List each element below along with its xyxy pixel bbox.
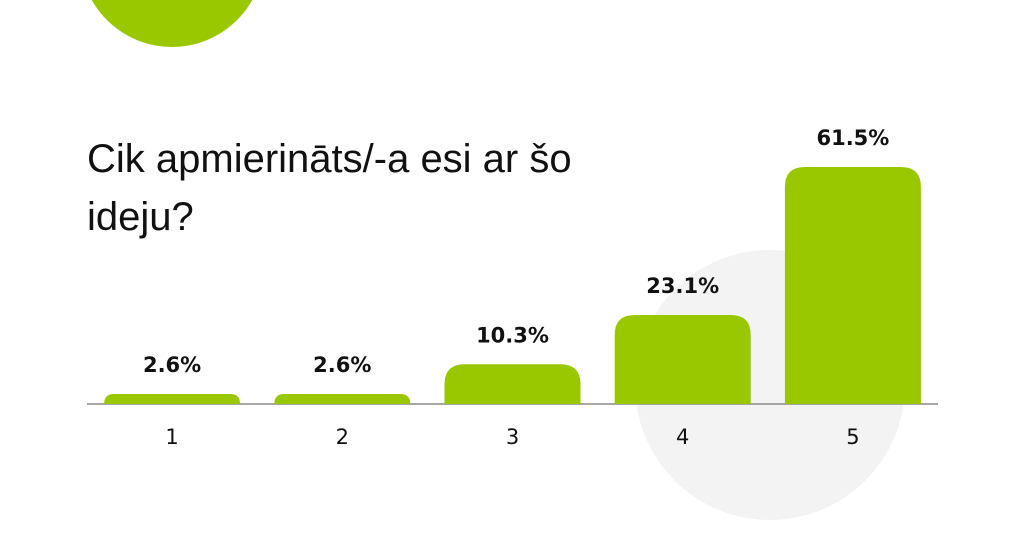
bar [614,314,751,404]
bar [274,393,411,404]
bar [784,167,921,404]
chart-title: Cik apmierināts/-a esi ar šo ideju? [87,137,572,239]
value-label: 2.6% [313,353,371,377]
x-tick-label: 4 [676,425,689,449]
value-label: 61.5% [816,126,889,150]
value-label: 23.1% [646,274,719,298]
bar [104,393,241,404]
decor-blob [91,0,253,47]
value-label: 10.3% [476,323,549,347]
x-tick-label: 1 [165,425,178,449]
x-tick-label: 3 [506,425,519,449]
bar [444,364,581,404]
value-label: 2.6% [143,353,201,377]
x-tick-label: 2 [336,425,349,449]
x-tick-label: 5 [846,425,859,449]
